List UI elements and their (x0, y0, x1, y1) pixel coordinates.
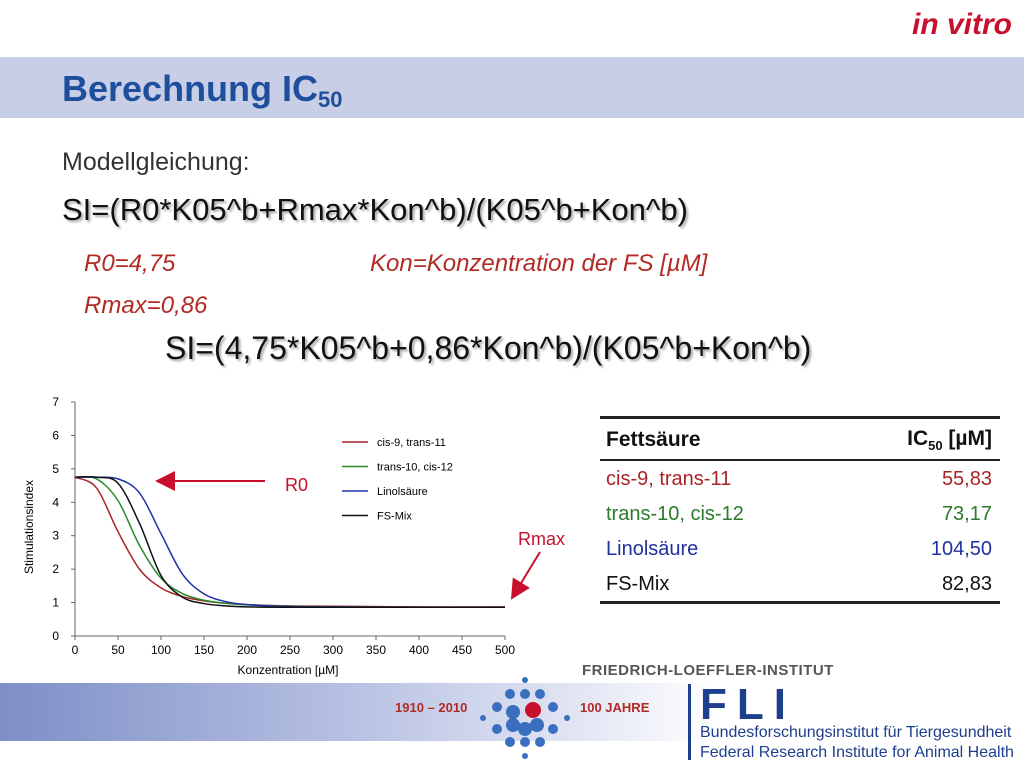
tag: in vitro (911, 8, 1012, 41)
series-line (74, 475, 506, 609)
annotation: Rmax (518, 529, 565, 549)
fatty-acid: Linolsäure (606, 537, 699, 560)
table-row: trans-10, cis-12 73,17 (600, 496, 1000, 531)
header-cell: Fettsäure (600, 416, 843, 462)
y-tick-label: 6 (52, 428, 59, 442)
table-header: Fettsäure IC50 [µM] (600, 416, 1000, 462)
divider (688, 684, 691, 760)
ic50-table: Fettsäure IC50 [µM] cis-9, trans-11 55,83… (600, 416, 1000, 605)
title-sub: 50 (318, 87, 343, 112)
x-tick-label: 0 (72, 643, 79, 657)
name-en: Federal Research Institute for Animal He… (700, 744, 1014, 761)
legend-label: FS-Mix (377, 511, 412, 523)
y-tick-label: 0 (52, 629, 59, 643)
fatty-acid: cis-9, trans-11 (606, 467, 732, 490)
logo-dots (480, 677, 570, 759)
model-label: Modellgleichung: (62, 148, 250, 176)
y-tick-label: 4 (52, 495, 59, 509)
chart: 0 1 2 3 4 5 6 7 0 50 100 150 200 250 300 350 400 450 500 Ko… (22, 395, 565, 677)
y-tick-label: 2 (52, 562, 59, 576)
x-tick-label: 450 (452, 643, 472, 657)
ic50-value: 73,17 (941, 502, 992, 525)
fatty-acid: FS-Mix (600, 566, 843, 605)
formula: SI=(4,75*K05^b+0,86*Kon^b)/(K05^b+Kon^b) (165, 330, 812, 366)
series-line (74, 476, 506, 608)
y-tick-label: 7 (52, 395, 59, 409)
x-tick-label: 50 (111, 643, 125, 657)
annotation: R0 (285, 475, 308, 495)
header-unit: [µM] (942, 427, 992, 450)
x-tick-label: 350 (366, 643, 386, 657)
acronym: FLI (700, 680, 796, 729)
y-axis-label: Stimulationsindex (22, 480, 36, 574)
ic50-value: 82,83 (842, 566, 1000, 605)
header-cell: IC50 [µM] (842, 416, 1000, 462)
header-text: IC (907, 427, 929, 450)
y-tick-label: 5 (52, 462, 59, 476)
fatty-acid: trans-10, cis-12 (606, 502, 744, 525)
x-tick-label: 250 (280, 643, 300, 657)
table-row: FS-Mix 82,83 (600, 566, 1000, 605)
x-tick-label: 200 (237, 643, 257, 657)
title-band (0, 57, 1024, 118)
x-tick-label: 150 (194, 643, 214, 657)
ic50-value: 55,83 (941, 467, 992, 490)
rmax-arrow (510, 551, 541, 600)
parameter: R0=4,75 (84, 250, 176, 277)
parameter: Kon=Konzentration der FS [µM] (370, 250, 708, 277)
institute: FRIEDRICH-LOEFFLER-INSTITUT (582, 662, 834, 679)
x-tick-label: 300 (323, 643, 343, 657)
series-line (74, 476, 506, 609)
series-line (74, 476, 505, 609)
x-tick-label: 100 (151, 643, 171, 657)
table-row: Linolsäure 104,50 (600, 531, 1000, 566)
years: 1910 – 2010 (395, 700, 468, 715)
anniversary: 100 JAHRE (580, 700, 650, 715)
parameter: Rmax=0,86 (84, 292, 208, 319)
header-sub: 50 (928, 438, 943, 454)
formula: SI=(R0*K05^b+Rmax*Kon^b)/(K05^b+Kon^b) (62, 192, 688, 227)
legend-label: Linolsäure (377, 486, 428, 498)
name-de: Bundesforschungsinstitut für Tiergesundh… (700, 724, 1012, 741)
table-body: cis-9, trans-11 55,83 trans-10, cis-12 73,1… (600, 460, 1000, 605)
title-text: Berechnung IC (62, 68, 319, 109)
legend-label: trans-10, cis-12 (377, 462, 453, 474)
x-tick-label: 500 (495, 643, 515, 657)
table-row: cis-9, trans-11 55,83 (600, 460, 1000, 496)
legend-label: cis-9, trans-11 (377, 437, 446, 449)
y-tick-label: 1 (52, 596, 59, 610)
x-axis-label: Konzentration [µM] (238, 663, 339, 677)
slide-title: Berechnung IC50 (62, 68, 343, 113)
ic50-value: 104,50 (930, 537, 992, 560)
y-tick-label: 3 (52, 529, 59, 543)
x-tick-label: 400 (409, 643, 429, 657)
